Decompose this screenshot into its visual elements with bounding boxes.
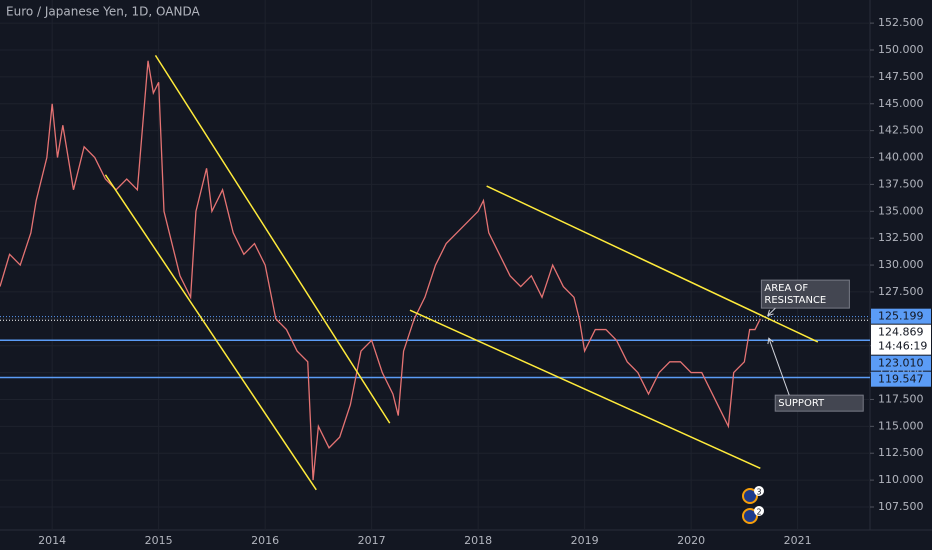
price-label: 123.010: [878, 357, 924, 370]
x-tick-label: 2020: [677, 534, 705, 547]
y-tick-label: 110.000: [878, 473, 924, 486]
price-label-box: [871, 324, 931, 355]
x-tick-label: 2016: [251, 534, 279, 547]
x-tick-label: 2015: [145, 534, 173, 547]
y-tick-label: 147.500: [878, 70, 924, 83]
event-badge: [754, 486, 764, 496]
y-tick-label: 145.000: [878, 97, 924, 110]
y-tick-label: 142.500: [878, 124, 924, 137]
price-label: 125.199: [878, 310, 924, 323]
arrow-head: [767, 337, 774, 345]
x-tick-label: 2019: [571, 534, 599, 547]
y-tick-label: 140.000: [878, 151, 924, 164]
y-tick-label: 132.500: [878, 231, 924, 244]
y-tick-label: 107.500: [878, 500, 924, 513]
price-label-box: [871, 355, 931, 371]
annotation-box: [760, 279, 850, 309]
x-tick-label: 2014: [38, 534, 66, 547]
y-tick-label: 112.500: [878, 446, 924, 459]
y-tick-label: 150.000: [878, 43, 924, 56]
event-count: 2: [756, 508, 761, 517]
event-count: 3: [756, 488, 761, 497]
annotation-text: RESISTANCE: [764, 295, 826, 306]
trendline: [486, 185, 819, 343]
annotation-text: SUPPORT: [778, 398, 825, 409]
arrow-head: [767, 309, 774, 317]
price-line: [0, 60, 761, 481]
event-icon: [742, 488, 758, 504]
annotation-arrow: [768, 338, 790, 396]
price-label-box: [871, 371, 931, 387]
x-tick-label: 2017: [358, 534, 386, 547]
y-tick-label: 130.000: [878, 258, 924, 271]
annotation-arrow: [767, 307, 776, 316]
event-icon: [742, 508, 758, 524]
price-label-box: [871, 308, 931, 324]
trendline: [409, 309, 761, 469]
trendline: [154, 54, 391, 424]
y-tick-label: 127.500: [878, 285, 924, 298]
y-tick-label: 135.000: [878, 204, 924, 217]
trendline: [104, 174, 317, 491]
event-badge: [754, 506, 764, 516]
price-label: 124.869: [878, 326, 924, 339]
y-tick-label: 117.500: [878, 392, 924, 405]
countdown-label: 14:46:19: [878, 340, 927, 353]
annotation-box: [774, 394, 864, 412]
y-tick-label: 115.000: [878, 419, 924, 432]
chart-title: Euro / Japanese Yen, 1D, OANDA: [6, 5, 200, 19]
x-tick-label: 2021: [784, 534, 812, 547]
price-label: 119.547: [878, 373, 924, 386]
annotation-text: AREA OF: [764, 283, 808, 294]
y-tick-label: 152.500: [878, 16, 924, 29]
x-tick-label: 2018: [464, 534, 492, 547]
y-tick-label: 137.500: [878, 177, 924, 190]
